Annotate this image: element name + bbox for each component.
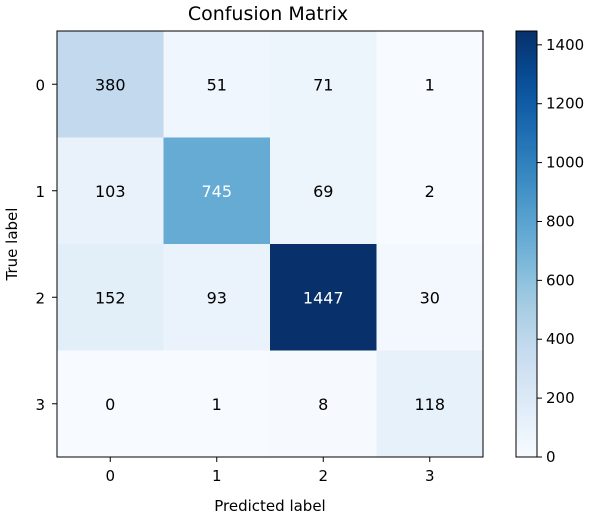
colorbar-tick-label: 800 <box>546 212 575 230</box>
heatmap-cell <box>163 31 271 138</box>
cell-value-label: 118 <box>414 395 445 414</box>
heatmap-cell <box>57 244 164 351</box>
cell-value-label: 8 <box>318 395 328 414</box>
heatmap-cell <box>163 350 271 458</box>
x-tick-label: 3 <box>425 467 435 485</box>
heatmap-cell <box>270 244 377 351</box>
colorbar-tick-label: 400 <box>546 330 575 348</box>
heatmap-cell <box>376 31 484 138</box>
heatmap-cell <box>270 350 377 458</box>
cell-value-label: 2 <box>425 182 435 201</box>
cell-value-label: 69 <box>313 182 333 201</box>
y-axis-label: True label <box>3 208 21 282</box>
y-axis-ticks: 0 1 2 3 <box>35 76 57 414</box>
cell-value-label: 30 <box>420 288 440 307</box>
colorbar-tick-label: 600 <box>546 271 575 289</box>
cell-value-label: 0 <box>105 395 115 414</box>
x-tick-label: 0 <box>105 467 115 485</box>
heatmap-cell <box>376 350 484 458</box>
cell-value-label: 380 <box>95 75 126 94</box>
colorbar-tick-label: 0 <box>546 448 556 466</box>
heatmap-cell <box>376 244 484 351</box>
colorbar-tick-label: 1000 <box>546 154 584 172</box>
y-tick-label: 1 <box>35 183 45 201</box>
x-axis-ticks: 0 1 2 3 <box>105 457 435 485</box>
cell-value-label: 1 <box>425 75 435 94</box>
heatmap-cells <box>57 31 484 458</box>
heatmap-cell <box>163 137 271 245</box>
y-tick-label: 0 <box>35 76 45 94</box>
y-tick-label: 3 <box>35 396 45 414</box>
heatmap-cell <box>57 31 164 138</box>
heatmap-cell <box>270 31 377 138</box>
cell-value-label: 152 <box>95 288 126 307</box>
colorbar-tick-label: 200 <box>546 389 575 407</box>
cell-value-label: 1 <box>212 395 222 414</box>
heatmap-cell <box>163 244 271 351</box>
heatmap-cell <box>57 350 164 458</box>
chart-title: Confusion Matrix <box>188 3 348 25</box>
heatmap-cell <box>376 137 484 245</box>
cell-value-label: 103 <box>95 182 126 201</box>
heatmap-cell <box>270 137 377 245</box>
cell-value-label: 71 <box>313 75 333 94</box>
colorbar-tick-label: 1200 <box>546 95 584 113</box>
x-tick-label: 2 <box>318 467 328 485</box>
plot-frame <box>56 30 484 458</box>
colorbar <box>515 30 538 458</box>
heatmap-cell <box>57 137 164 245</box>
x-tick-label: 1 <box>212 467 222 485</box>
colorbar-tick-label: 1400 <box>546 36 584 54</box>
cell-value-label: 1447 <box>303 288 344 307</box>
cell-value-label: 745 <box>201 182 232 201</box>
x-axis-label: Predicted label <box>214 497 325 515</box>
cell-value-label: 51 <box>207 75 227 94</box>
y-tick-label: 2 <box>35 289 45 307</box>
heatmap-cell-labels: 380 51 71 1 103 745 69 2 152 93 1447 30 0 1 8 118 <box>95 75 445 414</box>
colorbar-ticks: 0 200 400 600 800 1000 1200 1400 <box>537 36 584 466</box>
cell-value-label: 93 <box>207 288 227 307</box>
